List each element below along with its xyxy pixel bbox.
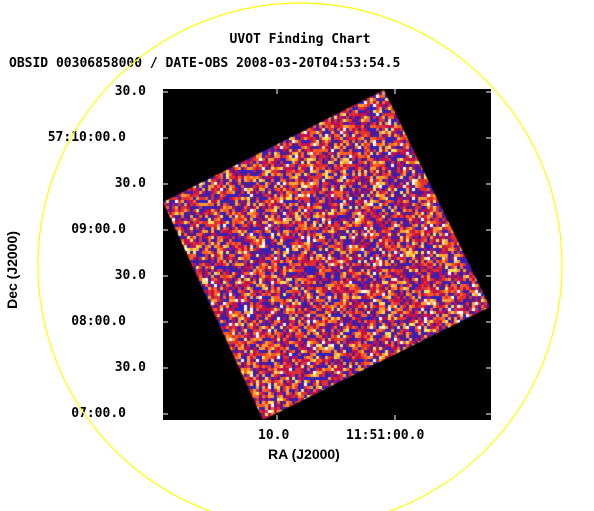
y-tick-label: 30.0 [114, 268, 146, 283]
y-tick-label: 30.0 [114, 84, 146, 99]
x-tick-label: 10.0 [258, 428, 290, 443]
y-tick-label: 07:00.0 [71, 406, 126, 421]
chart-subtitle: OBSID 00306858000 / DATE-OBS 2008-03-20T… [9, 56, 401, 71]
sky-image [163, 89, 491, 420]
sky-image-frame [163, 89, 491, 420]
y-axis-label: Dec (J2000) [4, 231, 20, 309]
y-tick-label: 08:00.0 [71, 314, 126, 329]
y-tick-label: 30.0 [114, 176, 146, 191]
y-tick-label: 30.0 [114, 360, 146, 375]
x-axis-label: RA (J2000) [268, 446, 340, 462]
y-tick-label: 57:10:00.0 [47, 130, 126, 145]
x-tick-label: 11:51:00.0 [346, 428, 425, 443]
chart-title: UVOT Finding Chart [229, 32, 371, 47]
